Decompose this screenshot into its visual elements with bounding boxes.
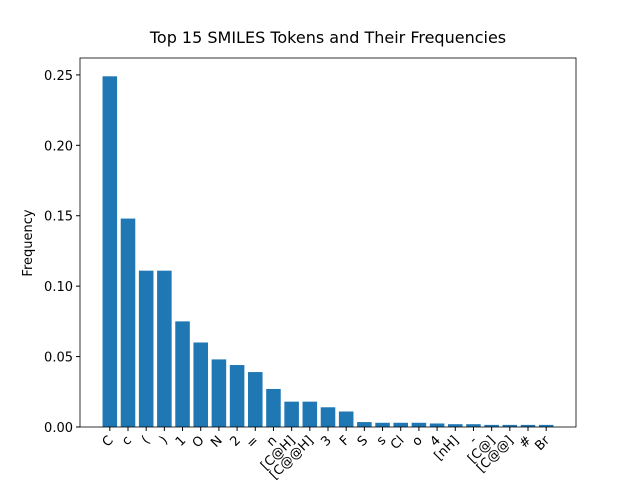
- bar: [538, 424, 554, 427]
- bar: [284, 401, 299, 427]
- y-tick-label: 0.25: [44, 69, 73, 84]
- bar: [429, 423, 445, 427]
- bar: [466, 424, 481, 427]
- bar: [138, 270, 154, 427]
- y-tick-label: 0.15: [44, 210, 73, 225]
- bar: [102, 76, 118, 428]
- x-tick-label: c: [119, 433, 135, 449]
- y-tick-label: 0.20: [44, 139, 73, 154]
- bar: [302, 401, 318, 427]
- bar: [157, 270, 172, 427]
- bar: [484, 424, 499, 427]
- y-axis-label: Frequency: [21, 209, 36, 276]
- x-tick-label: Cl: [388, 433, 408, 453]
- x-tick-label: 3: [318, 433, 334, 449]
- bar: [502, 424, 518, 427]
- x-tick-label: s: [374, 433, 390, 449]
- x-tick-label: F: [337, 433, 353, 449]
- x-tick-label: Br: [532, 433, 553, 454]
- x-tick-label: N: [208, 433, 225, 450]
- bar: [320, 407, 336, 427]
- x-tick-label: S: [355, 433, 371, 449]
- bar: [266, 388, 281, 427]
- x-tick-label: O: [190, 433, 208, 451]
- x-tick-label: (: [139, 433, 153, 447]
- bar: [375, 422, 390, 427]
- y-tick-label: 0.00: [44, 421, 73, 436]
- y-tick-label: 0.10: [44, 280, 73, 295]
- chart-title: Top 15 SMILES Tokens and Their Frequenci…: [149, 28, 506, 47]
- bar: [411, 422, 427, 427]
- bar: [393, 422, 408, 427]
- bar: [229, 365, 245, 427]
- x-tick-label: 2: [227, 433, 243, 449]
- bar: [520, 424, 536, 427]
- bar: [357, 422, 372, 427]
- bar: [338, 411, 354, 427]
- bar: [211, 359, 227, 427]
- x-tick-label: ): [157, 433, 171, 447]
- x-tick-label: 1: [173, 433, 189, 449]
- bar: [175, 321, 190, 427]
- bar: [120, 218, 136, 427]
- x-tick-label: =: [244, 433, 262, 451]
- plot-frame: [79, 57, 577, 428]
- bar: [248, 372, 263, 427]
- x-tick-label: o: [409, 433, 425, 449]
- bar: [193, 342, 208, 427]
- y-tick-label: 0.05: [44, 351, 73, 366]
- bar: [448, 424, 463, 427]
- x-tick-label: C: [100, 433, 117, 450]
